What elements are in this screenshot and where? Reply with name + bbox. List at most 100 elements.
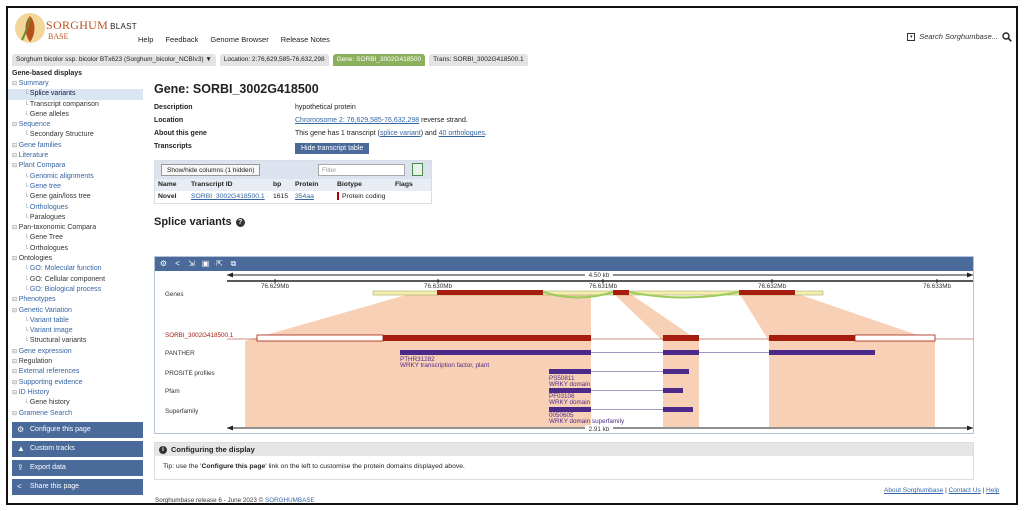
image-icon[interactable]: ▣ xyxy=(201,259,210,268)
export-data-button[interactable]: ⇪ Export data xyxy=(12,459,143,476)
brand-name[interactable]: SORGHUM BLAST xyxy=(46,18,137,32)
panther-domain[interactable] xyxy=(400,350,591,355)
pfam-domain[interactable] xyxy=(549,388,591,393)
show-hide-columns-button[interactable]: Show/hide columns (1 hidden) xyxy=(161,164,261,176)
splice-variant-link[interactable]: splice variant xyxy=(379,130,421,137)
transcript-exon[interactable] xyxy=(383,335,591,341)
help-icon[interactable]: ? xyxy=(235,217,245,227)
sidebar-item-go-molecular-function[interactable]: └ GO: Molecular function xyxy=(8,264,143,274)
sidebar-item-external-references[interactable]: ⊟ External references xyxy=(8,367,143,377)
protein-link[interactable]: 354aa xyxy=(295,193,314,200)
gene-exon[interactable] xyxy=(613,290,629,295)
sorghum-logo-icon[interactable] xyxy=(14,12,46,44)
panther-domain[interactable] xyxy=(769,350,875,355)
transcript-exon[interactable] xyxy=(663,335,699,341)
search-scope-icon[interactable]: ▾ xyxy=(907,32,916,41)
nav-genome-browser[interactable]: Genome Browser xyxy=(210,35,269,44)
column-header-biotype[interactable]: Biotype xyxy=(337,181,362,188)
pfam-domain[interactable] xyxy=(663,388,683,393)
prosite-domain[interactable] xyxy=(663,369,689,374)
sidebar-item-gene-tree[interactable]: └ Gene tree xyxy=(8,182,143,192)
help-link[interactable]: Help xyxy=(986,487,1000,494)
gene-exon[interactable] xyxy=(739,290,795,295)
location-link[interactable]: Chromosome 2: 76,629,585-76,632,298 xyxy=(295,117,420,124)
sidebar-item-plant-compara[interactable]: ⊟ Plant Compara xyxy=(8,161,143,171)
custom-tracks-button[interactable]: ▲ Custom tracks xyxy=(12,440,143,457)
column-header-protein[interactable]: Protein xyxy=(295,181,319,188)
transcript-table: Show/hide columns (1 hidden) Filter Name… xyxy=(154,160,432,204)
sidebar-item-supporting-evidence[interactable]: ⊟ Supporting evidence xyxy=(8,378,143,388)
sidebar-item-gene-expression[interactable]: ⊟ Gene expression xyxy=(8,347,143,357)
sidebar-item-transcript-comparison[interactable]: └ Transcript comparison xyxy=(8,100,143,110)
sidebar-item-sequence[interactable]: ⊟ Sequence xyxy=(8,120,143,130)
splice-variant-image[interactable]: 4.50 kb 76.629Mb 76.630Mb 76.631Mb 76.63… xyxy=(155,271,974,434)
column-header-flags[interactable]: Flags xyxy=(395,181,413,188)
highlight-icon[interactable]: ⧉ xyxy=(230,259,237,268)
gene-exon[interactable] xyxy=(437,290,543,295)
sidebar-item-gene-history[interactable]: └ Gene history xyxy=(8,398,143,408)
about-link[interactable]: About Sorghumbase xyxy=(884,487,944,494)
sorghumbase-link[interactable]: SORGHUMBASE xyxy=(265,497,315,504)
nav-release-notes[interactable]: Release Notes xyxy=(280,35,330,44)
superfamily-domain[interactable] xyxy=(549,407,591,412)
sidebar-item-id-history[interactable]: ⊟ ID History xyxy=(8,388,143,398)
tab-transcript[interactable]: Trans: SORBI_3002G418500.1 xyxy=(429,54,528,66)
sidebar-item-gramene-search[interactable]: ⊟ Gramene Search xyxy=(8,409,143,419)
prosite-domain[interactable] xyxy=(549,369,591,374)
export-image-icon[interactable]: ⇲ xyxy=(188,259,195,268)
blast-link[interactable]: BLAST xyxy=(110,22,137,31)
share-icon[interactable]: < xyxy=(175,259,180,268)
column-header-transcript-id[interactable]: Transcript ID xyxy=(191,181,233,188)
nav-help[interactable]: Help xyxy=(138,35,154,44)
sidebar-item-genomic-alignments[interactable]: └ Genomic alignments xyxy=(8,172,143,182)
gear-icon[interactable]: ⚙ xyxy=(159,259,168,268)
config-tip: Tip: use the 'Configure this page' link … xyxy=(163,463,465,470)
transcript-utr[interactable] xyxy=(256,334,384,342)
search-box[interactable]: ▾ Search Sorghumbase... xyxy=(907,32,998,41)
superfamily-domain[interactable] xyxy=(663,407,693,412)
sidebar-item-genetic-variation[interactable]: ⊟ Genetic Variation xyxy=(8,306,143,316)
filter-input[interactable]: Filter xyxy=(318,164,405,176)
tab-gene[interactable]: Gene: SORBI_3002G418500 xyxy=(332,54,426,66)
sidebar-item-gene-families[interactable]: ⊟ Gene families xyxy=(8,141,143,151)
sidebar-item-gene-gain-loss-tree[interactable]: └ Gene gain/loss tree xyxy=(8,192,143,202)
sidebar-item-go-biological-process[interactable]: └ GO: Biological process xyxy=(8,285,143,295)
sidebar-item-splice-variants[interactable]: └ Splice variants xyxy=(8,89,143,100)
share-this-page-button[interactable]: < Share this page xyxy=(12,478,143,495)
species-tab[interactable]: Sorghum bicolor ssp. bicolor BTx623 (Sor… xyxy=(12,54,216,66)
resize-icon[interactable]: ⇱ xyxy=(216,259,223,268)
transcript-utr[interactable] xyxy=(854,334,936,342)
search-icon[interactable] xyxy=(1002,32,1012,42)
transcript-exon[interactable] xyxy=(769,335,855,341)
sidebar-item-pan-taxonomic-compara[interactable]: ⊟ Pan-taxonomic Compara xyxy=(8,223,143,233)
tab-location[interactable]: Location: 2:76,629,585-76,632,298 xyxy=(219,54,329,66)
hide-transcript-table-button[interactable]: Hide transcript table xyxy=(295,143,370,154)
sidebar-item-regulation[interactable]: ⊟ Regulation xyxy=(8,357,143,367)
sidebar-item-ontologies[interactable]: ⊟ Ontologies xyxy=(8,254,143,264)
sidebar-item-structural-variants[interactable]: └ Structural variants xyxy=(8,336,143,346)
orthologues-link[interactable]: 40 orthologues xyxy=(438,130,485,137)
sidebar-item-gene-tree[interactable]: └ Gene Tree xyxy=(8,233,143,243)
sidebar-item-variant-image[interactable]: └ Variant image xyxy=(8,326,143,336)
sidebar-item-literature[interactable]: ⊟ Literature xyxy=(8,151,143,161)
sidebar-item-summary[interactable]: ⊟ Summary xyxy=(8,79,143,89)
sidebar-item-variant-table[interactable]: └ Variant table xyxy=(8,316,143,326)
configure-this-page-button[interactable]: ⚙ Configure this page xyxy=(12,421,143,438)
contact-link[interactable]: Contact Us xyxy=(948,487,981,494)
sidebar-item-gene-alleles[interactable]: └ Gene alleles xyxy=(8,110,143,120)
sidebar-item-go-cellular-component[interactable]: └ GO: Cellular component xyxy=(8,275,143,285)
nav-feedback[interactable]: Feedback xyxy=(165,35,199,44)
search-input[interactable]: Search Sorghumbase... xyxy=(919,32,998,41)
sidebar-item-secondary-structure[interactable]: └ Secondary Structure xyxy=(8,130,143,140)
column-header-name[interactable]: Name xyxy=(158,181,177,188)
transcript-id-link[interactable]: SORBI_3002G418500.1 xyxy=(191,193,265,200)
tree-branch-icon: └ xyxy=(24,204,30,211)
sidebar-item-paralogues[interactable]: └ Paralogues xyxy=(8,213,143,223)
sidebar-item-orthologues[interactable]: └ Orthologues xyxy=(8,203,143,213)
track-label-transcript[interactable]: SORBI_3002G418500.1 xyxy=(165,332,234,339)
sidebar-item-orthologues[interactable]: └ Orthologues xyxy=(8,244,143,254)
sidebar-item-phenotypes[interactable]: ⊟ Phenotypes xyxy=(8,295,143,305)
panther-domain[interactable] xyxy=(663,350,699,355)
column-header-bp[interactable]: bp xyxy=(273,181,282,188)
export-spreadsheet-icon[interactable] xyxy=(412,163,423,176)
